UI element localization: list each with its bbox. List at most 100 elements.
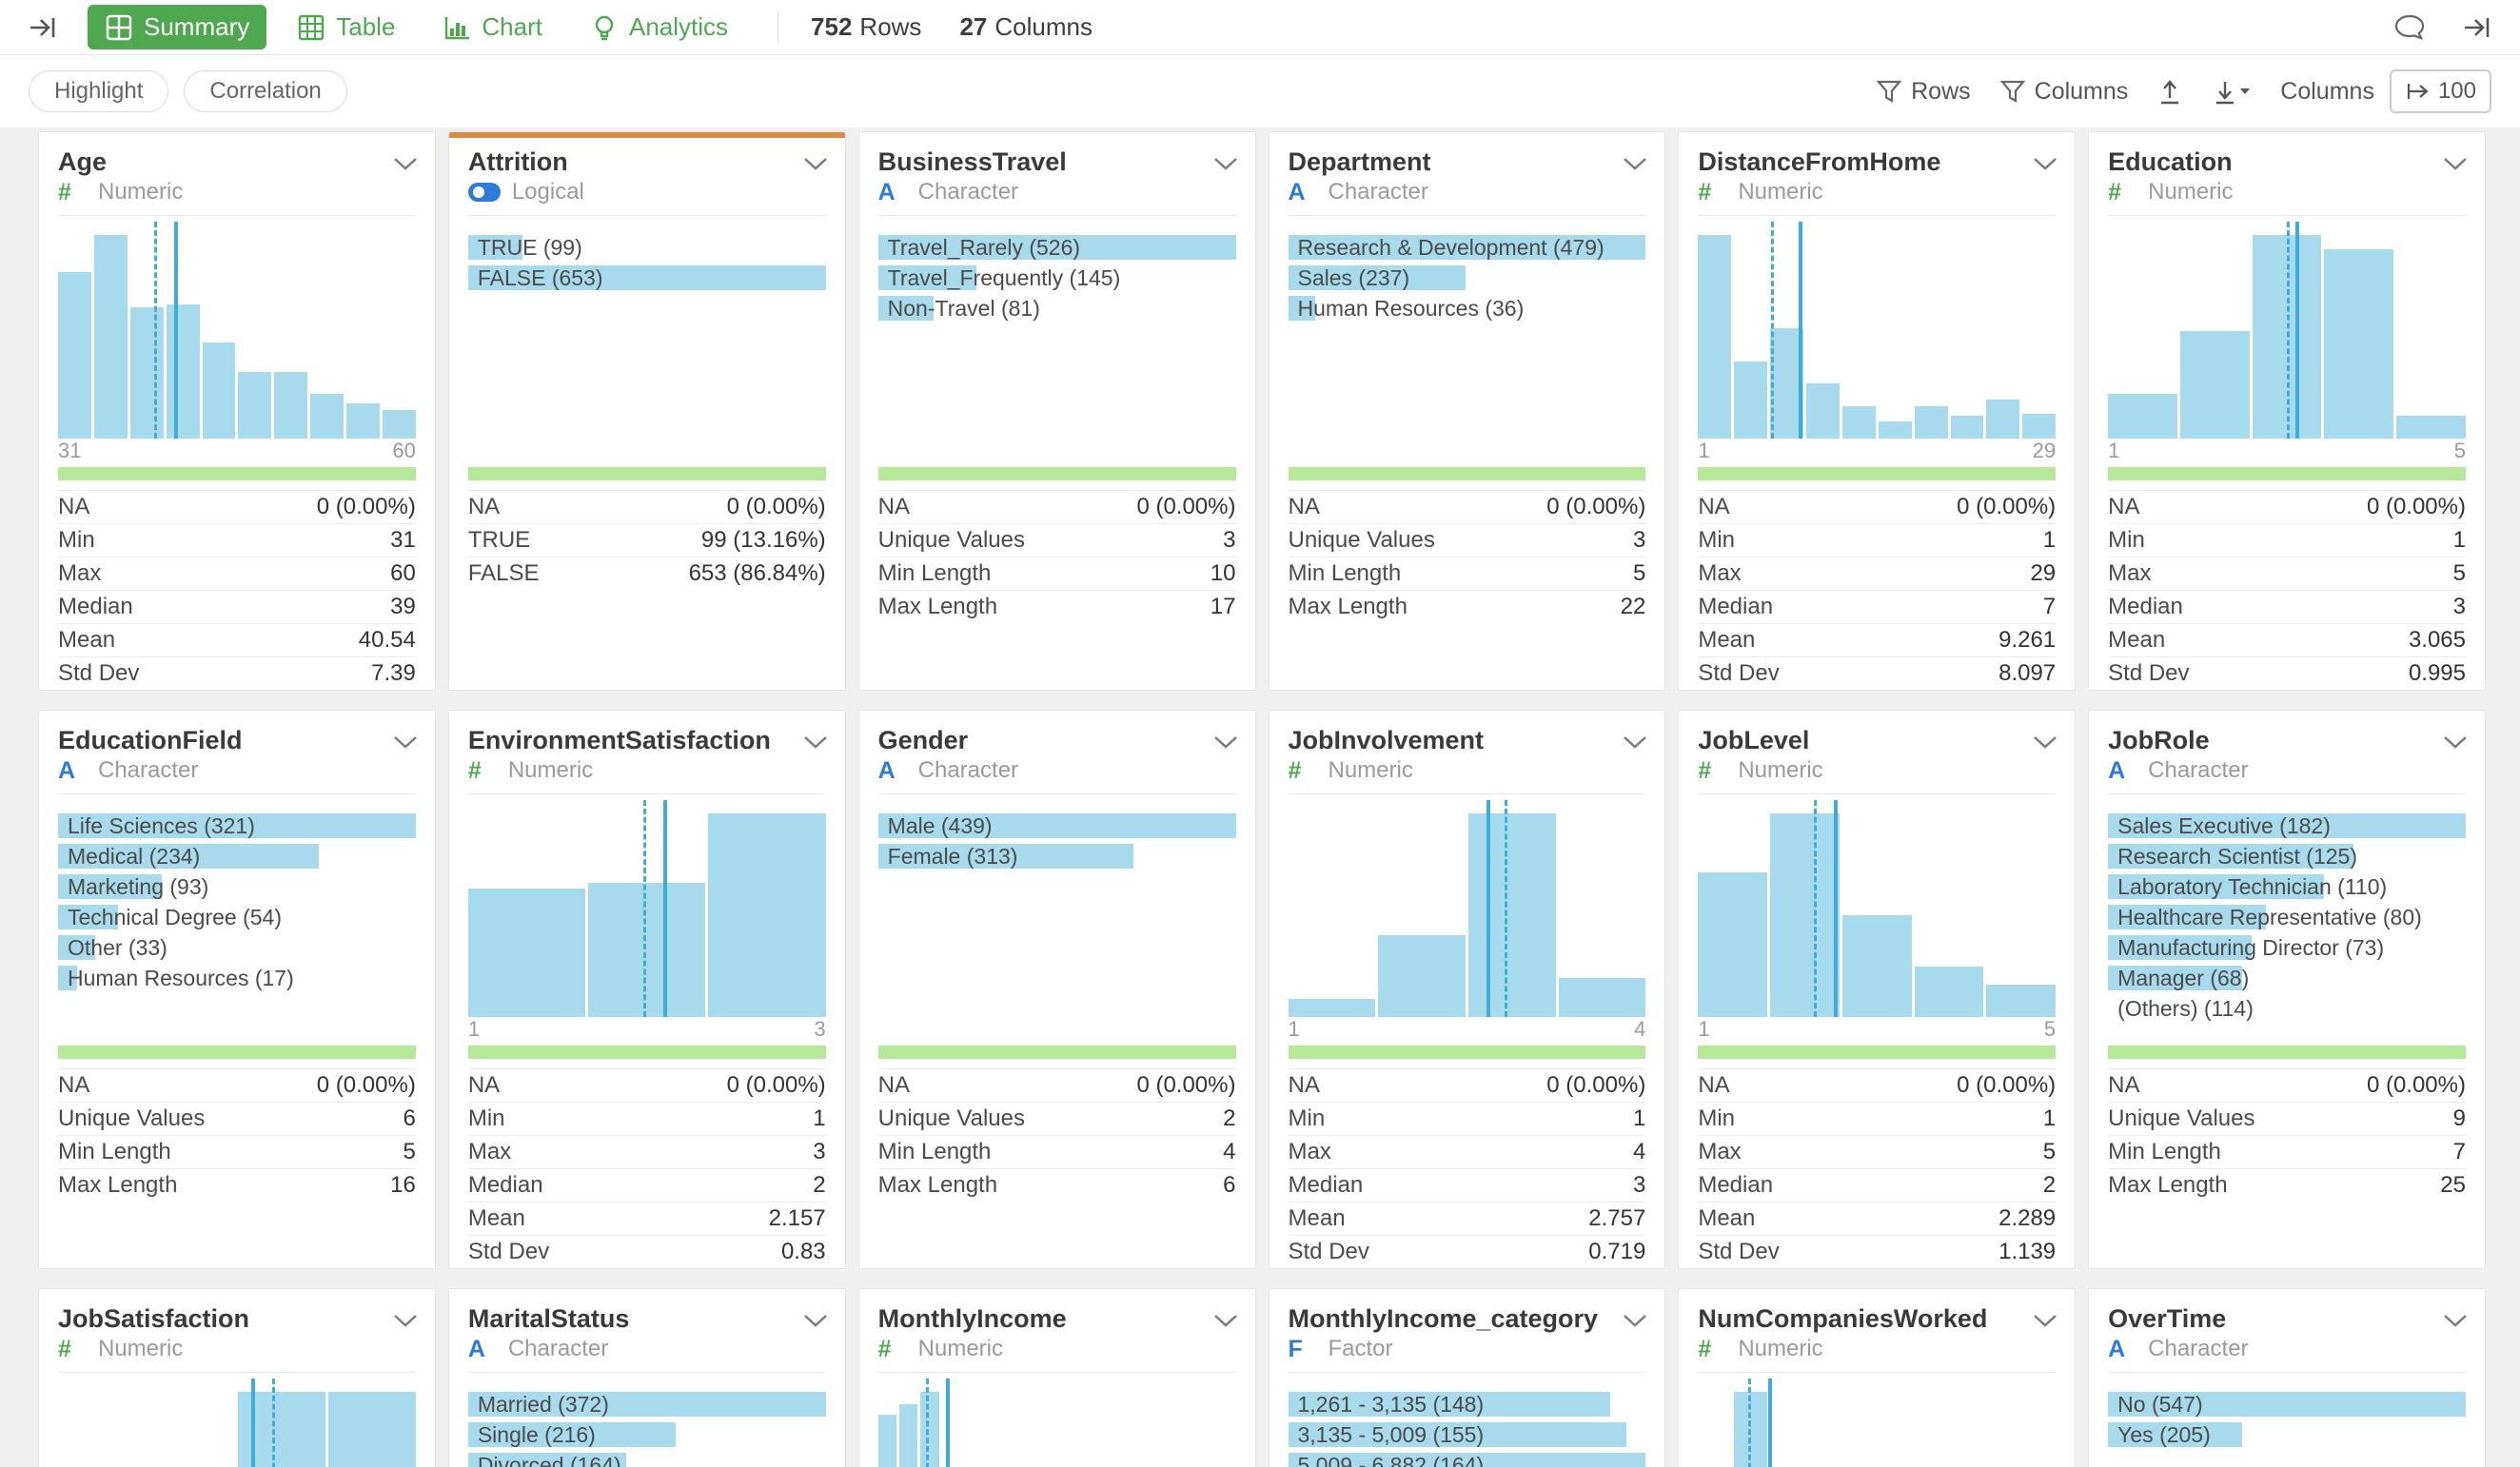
axis-min-label: 1 <box>1698 1017 1710 1041</box>
correlation-button[interactable]: Correlation <box>184 70 347 112</box>
histogram-bars <box>1698 813 2057 1017</box>
chevron-down-icon[interactable] <box>1623 735 1647 749</box>
chevron-down-icon[interactable] <box>1213 735 1238 749</box>
chevron-down-icon[interactable] <box>803 157 828 170</box>
stat-value: 16 <box>390 1172 416 1198</box>
chevron-down-icon[interactable] <box>2033 735 2057 749</box>
chevron-down-icon[interactable] <box>1213 1314 1238 1327</box>
filter-rows-button[interactable]: Rows <box>1876 78 1971 106</box>
column-type-row: # Numeric <box>467 756 826 794</box>
column-type-row: # Numeric <box>1698 1335 2057 1373</box>
category-bar <box>467 1392 826 1417</box>
chevron-down-icon[interactable] <box>2443 735 2468 749</box>
stat-label: Std Dev <box>467 1239 550 1264</box>
stat-label: Unique Values <box>2108 1105 2255 1131</box>
chevron-down-icon[interactable] <box>2033 157 2057 170</box>
category-bar <box>467 1453 626 1467</box>
category-bar <box>2108 1422 2243 1447</box>
chevron-down-icon[interactable] <box>803 735 828 749</box>
column-card: Attrition Logical TRUE (99) FALSE (653) NA 0 … <box>447 131 846 691</box>
numeric-type-icon: # <box>1698 1336 1712 1362</box>
chevron-down-icon[interactable] <box>2443 157 2468 170</box>
filter-columns-button[interactable]: Columns <box>1999 78 2128 106</box>
sort-ascending-icon[interactable] <box>2156 77 2183 106</box>
category-bar <box>2108 1392 2466 1417</box>
chevron-down-icon[interactable] <box>1623 157 1647 170</box>
stat-label: NA <box>1288 494 1320 519</box>
tab-chart[interactable]: Chart <box>425 5 560 49</box>
mean-line <box>250 1379 255 1467</box>
collapse-left-panel-icon[interactable] <box>27 11 59 44</box>
factor-type-icon: F <box>1288 1336 1303 1362</box>
stat-label: Median <box>1698 594 1774 619</box>
column-category-bars: Travel_Rarely (526) Travel_Frequently (14… <box>877 222 1236 439</box>
histogram-bar <box>2108 393 2177 439</box>
stat-label: Max Length <box>58 1172 178 1198</box>
stat-row: Median 3 <box>1288 1168 1646 1202</box>
na-indicator-bar <box>58 467 416 480</box>
category-bar <box>1288 1422 1626 1447</box>
character-type-icon: A <box>467 1336 485 1362</box>
category-bar-row: TRUE (99) <box>467 235 826 260</box>
stat-row: Median 2 <box>467 1168 826 1202</box>
category-bar-list: Research & Development (479) Sales (237) H… <box>1288 222 1646 321</box>
tab-analytics[interactable]: Analytics <box>573 5 745 49</box>
chevron-down-icon[interactable] <box>1623 1314 1647 1327</box>
stat-label: Mean <box>1698 627 1756 653</box>
column-card: JobLevel # Numeric 1 5 NA 0 (0.00%) Min 1 Max 5 Med… <box>1678 710 2077 1269</box>
histogram-bar <box>1698 872 1768 1017</box>
column-title: MaritalStatus <box>467 1304 630 1333</box>
columns-limit-box[interactable]: 100 <box>2389 69 2491 113</box>
column-type-label: Factor <box>1328 1336 1393 1361</box>
tab-table[interactable]: Table <box>280 5 412 49</box>
stat-label: NA <box>877 494 910 519</box>
chevron-down-icon[interactable] <box>393 735 418 749</box>
column-card: DistanceFromHome # Numeric 1 29 NA 0 (0.00%) Mi… <box>1678 131 2077 691</box>
stat-value: 39 <box>390 594 416 619</box>
stat-row: Std Dev 0.83 <box>467 1235 826 1268</box>
chevron-down-icon[interactable] <box>2443 1314 2468 1327</box>
chevron-down-icon[interactable] <box>2033 1314 2057 1327</box>
x-axis-labels <box>878 1017 1236 1046</box>
stat-row: Std Dev 1.139 <box>1698 1235 2057 1268</box>
category-bar-list: 1,261 - 3,135 (148) 3,135 - 5,009 (155) 5,… <box>1288 1379 1646 1467</box>
comment-icon[interactable] <box>2392 11 2427 44</box>
column-type-label: Character <box>98 757 199 783</box>
category-bar <box>877 844 1133 869</box>
stat-row: Max 3 <box>467 1135 826 1168</box>
stat-value: 1 <box>2452 527 2466 553</box>
column-histogram <box>1698 800 2057 1017</box>
highlight-button[interactable]: Highlight <box>29 70 169 112</box>
column-title: JobInvolvement <box>1288 726 1485 754</box>
column-type-label: Numeric <box>1328 757 1413 783</box>
column-type-row: # Numeric <box>2108 178 2466 216</box>
stat-label: NA <box>58 494 90 519</box>
stat-value: 2.157 <box>768 1205 826 1231</box>
na-indicator-bar <box>877 467 1236 480</box>
stat-row: Max Length 17 <box>877 590 1236 623</box>
category-bar-row: Female (313) <box>877 844 1236 869</box>
column-type-row: # Numeric <box>1698 756 2057 794</box>
histogram-bar <box>1734 361 1768 439</box>
histogram-bars <box>58 235 416 439</box>
stat-value: 22 <box>1620 594 1646 619</box>
stat-label: Std Dev <box>1698 660 1780 686</box>
chevron-down-icon[interactable] <box>393 157 418 170</box>
category-bar-label: 5,009 - 6,882 (164) <box>1297 1453 1485 1467</box>
collapse-right-panel-icon[interactable] <box>2461 11 2493 44</box>
sort-descending-icon[interactable] <box>2212 77 2252 106</box>
stat-label: NA <box>2108 494 2140 519</box>
chevron-down-icon[interactable] <box>393 1314 418 1327</box>
chevron-down-icon[interactable] <box>1213 157 1238 170</box>
stat-value: 3.065 <box>2408 627 2466 653</box>
na-indicator-bar <box>877 1046 1236 1059</box>
category-bar-label: Human Resources (17) <box>68 966 294 990</box>
stat-label: Min <box>1698 1105 1735 1131</box>
stat-row: Max Length 25 <box>2108 1168 2466 1202</box>
numeric-type-icon: # <box>467 757 482 784</box>
tab-summary[interactable]: Summary <box>88 5 267 49</box>
chevron-down-icon[interactable] <box>803 1314 828 1327</box>
stat-row: Unique Values 6 <box>58 1102 416 1135</box>
column-histogram <box>2108 222 2466 439</box>
